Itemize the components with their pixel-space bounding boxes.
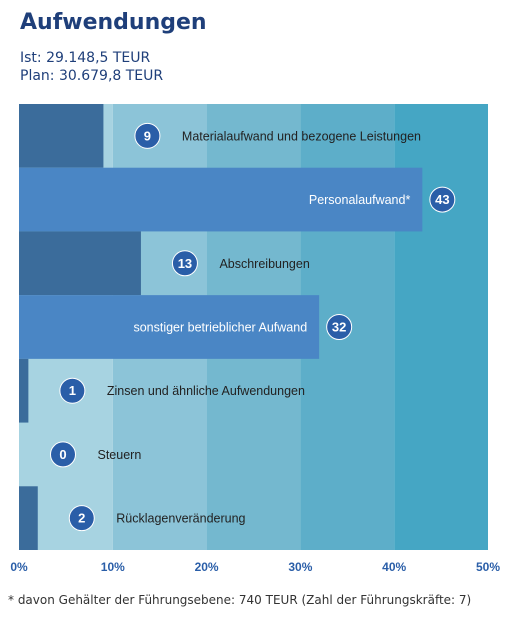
x-tick-label: 0% (10, 560, 28, 574)
data-label: 0 (59, 447, 66, 462)
bar (19, 167, 423, 232)
x-tick-label: 10% (101, 560, 125, 574)
category-label: sonstiger betrieblicher Aufwand (133, 321, 307, 335)
value-badge (68, 505, 95, 532)
data-label: 43 (435, 192, 449, 207)
data-label: 1 (69, 383, 76, 398)
value-badge (50, 441, 76, 468)
data-label: 32 (332, 320, 346, 335)
actual-total: Ist: 29.148,5 TEUR (20, 50, 151, 66)
value-badge (134, 122, 161, 149)
bar (19, 358, 29, 423)
value-badge (171, 250, 198, 277)
value-badge (326, 314, 353, 340)
value-badge (429, 186, 456, 213)
x-tick-label: 50% (476, 560, 500, 574)
planned-total: Plan: 30.679,8 TEUR (20, 68, 164, 84)
x-tick-label: 40% (382, 560, 406, 574)
x-tick-label: 20% (195, 560, 219, 574)
bar (19, 295, 320, 359)
category-label: Personalaufwand* (309, 193, 411, 207)
category-label: Rücklagenveränderung (116, 512, 245, 526)
data-label: 9 (144, 128, 151, 143)
category-label: Abschreibungen (219, 257, 309, 271)
category-label: Materialaufwand und bezogene Leistungen (182, 129, 421, 143)
category-label: Zinsen und ähnliche Aufwendungen (107, 384, 305, 398)
bar (19, 486, 38, 550)
page-title: Aufwendungen (20, 10, 207, 35)
category-label: Steuern (98, 448, 142, 462)
bar (19, 104, 104, 168)
bar (19, 231, 141, 296)
data-label: 2 (78, 511, 85, 526)
x-tick-label: 30% (288, 560, 312, 574)
value-badge (59, 377, 86, 404)
footnote: * davon Gehälter der Führungsebene: 740 … (8, 593, 472, 607)
data-label: 13 (178, 256, 192, 271)
